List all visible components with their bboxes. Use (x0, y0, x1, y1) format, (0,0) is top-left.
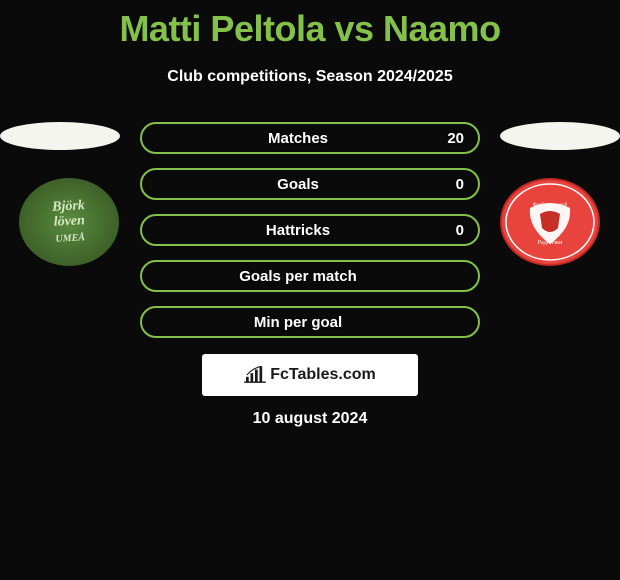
svg-text:Фудбалски клуб: Фудбалски клуб (533, 203, 568, 208)
stat-row-gpm: Goals per match (140, 260, 480, 292)
stat-label: Matches (156, 130, 440, 147)
stat-label: Goals (156, 176, 440, 193)
club-badge-left-text: Björk löven UMEÅ (51, 198, 86, 246)
bar-chart-icon (244, 366, 266, 384)
eagle-shield-icon: Фудбалски клуб Раднички (500, 178, 600, 266)
stat-row-hattricks: Hattricks 0 (140, 214, 480, 246)
svg-text:Раднички: Раднички (538, 240, 563, 246)
brand-box: FcTables.com (202, 354, 418, 396)
stat-label: Goals per match (156, 268, 440, 285)
stat-value-right: 0 (440, 176, 464, 193)
stat-label: Min per goal (156, 314, 440, 331)
brand-text: FcTables.com (270, 366, 376, 384)
stat-value-right: 20 (440, 130, 464, 147)
stat-value-right: 0 (440, 222, 464, 239)
player-left-placeholder (0, 122, 120, 150)
stat-row-goals: Goals 0 (140, 168, 480, 200)
date-text: 10 august 2024 (0, 410, 620, 428)
stats-container: Matches 20 Goals 0 Hattricks 0 Goals per… (140, 122, 480, 352)
subtitle: Club competitions, Season 2024/2025 (0, 68, 620, 86)
stat-row-matches: Matches 20 (140, 122, 480, 154)
stat-row-mpg: Min per goal (140, 306, 480, 338)
stat-label: Hattricks (156, 222, 440, 239)
club-badge-right: Фудбалски клуб Раднички (500, 178, 600, 266)
page-title: Matti Peltola vs Naamo (0, 0, 620, 50)
club-badge-left: Björk löven UMEÅ (19, 178, 119, 266)
player-right-placeholder (500, 122, 620, 150)
